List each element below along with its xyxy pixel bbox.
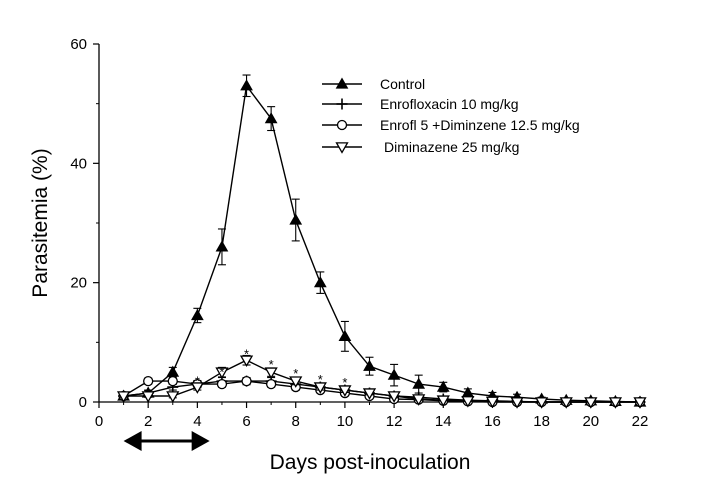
data-point <box>584 397 598 409</box>
x-tick-label: 12 <box>386 413 403 430</box>
legend-label: Enrofloxacin 10 mg/kg <box>380 96 519 112</box>
series-line <box>123 359 640 403</box>
y-tick-label: 60 <box>70 36 87 53</box>
data-point <box>633 397 647 409</box>
data-point <box>289 376 303 388</box>
data-point <box>461 396 475 408</box>
significance-star: * <box>342 375 347 390</box>
significance-star: * <box>244 346 249 361</box>
data-point <box>485 396 500 409</box>
x-tick-label: 16 <box>484 413 501 430</box>
series-layer <box>116 74 647 409</box>
data-point <box>240 79 253 91</box>
data-point <box>216 378 228 390</box>
data-point <box>191 308 204 321</box>
legend-marker <box>335 77 349 89</box>
x-tick-label: 10 <box>337 413 354 430</box>
x-tick-label: 2 <box>144 413 152 430</box>
data-point <box>241 375 252 387</box>
legend-marker <box>336 119 348 131</box>
legend-entry-2: Enrofl 5 +Diminzene 12.5 mg/kg <box>322 117 580 133</box>
legend-marker <box>335 142 349 154</box>
significance-star: * <box>293 366 298 381</box>
data-point <box>239 355 254 368</box>
treatment-period <box>123 431 210 451</box>
annotations: * * * * * * * <box>195 346 348 390</box>
data-point <box>264 367 278 379</box>
legend-entry-3: Diminazene 25 mg/kg <box>322 139 519 155</box>
data-point <box>436 380 450 392</box>
y-tick-label: 20 <box>70 275 87 292</box>
series-3 <box>116 354 647 409</box>
data-point <box>264 112 278 124</box>
y-tick-label: 40 <box>70 155 87 172</box>
y-axis-title: Parasitemia (%) <box>29 148 52 297</box>
treatment-arrow-right-head <box>191 431 210 451</box>
data-point <box>289 213 303 225</box>
legend: Control Enrofloxacin 10 mg/kg Enrofl 5 +Di… <box>322 76 580 155</box>
axes: 0 2 4 6 8 10 12 14 16 18 20 22 0 20 40 60 <box>70 36 648 430</box>
data-point <box>363 359 376 371</box>
significance-star: * <box>269 357 274 372</box>
data-point <box>166 365 180 377</box>
significance-star: * <box>195 373 200 388</box>
significance-star: * <box>219 364 224 379</box>
x-tick-label: 8 <box>292 413 300 430</box>
data-point <box>167 375 178 387</box>
data-point <box>313 276 327 288</box>
data-point <box>215 367 229 379</box>
x-tick-label: 18 <box>533 413 550 430</box>
treatment-arrow-left-head <box>123 431 142 451</box>
x-tick-label: 22 <box>632 413 649 430</box>
data-point <box>412 394 426 406</box>
data-point <box>215 240 229 252</box>
data-point <box>436 395 450 408</box>
x-tick-label: 20 <box>582 413 599 430</box>
legend-label: Enrofl 5 +Diminzene 12.5 mg/kg <box>380 117 580 133</box>
series-line <box>123 84 641 403</box>
legend-label: Diminazene 25 mg/kg <box>384 139 519 155</box>
data-point <box>510 397 524 409</box>
data-point <box>559 397 573 409</box>
data-point <box>387 391 401 403</box>
data-point <box>608 397 623 409</box>
x-tick-label: 6 <box>242 413 250 430</box>
legend-label: Control <box>380 76 425 92</box>
legend-entry-0: Control <box>322 76 425 92</box>
x-tick-label: 4 <box>193 413 201 430</box>
data-point <box>116 391 131 403</box>
data-point <box>313 382 327 394</box>
x-axis-title: Days post-inoculation <box>270 451 471 474</box>
data-point <box>412 377 426 389</box>
data-point <box>362 388 377 400</box>
data-point <box>338 385 352 397</box>
significance-star: * <box>318 372 323 387</box>
data-point <box>141 391 155 403</box>
data-point <box>143 375 154 387</box>
data-point <box>265 378 277 390</box>
legend-entry-1: Enrofloxacin 10 mg/kg <box>322 96 519 112</box>
data-point <box>166 391 180 403</box>
data-point <box>387 368 401 380</box>
legend-marker <box>336 98 348 110</box>
data-point <box>535 397 549 409</box>
x-tick-label: 0 <box>95 413 103 430</box>
x-tick-label: 14 <box>435 413 452 430</box>
y-tick-label: 0 <box>79 394 87 411</box>
data-point <box>338 329 352 341</box>
data-point <box>190 382 204 394</box>
